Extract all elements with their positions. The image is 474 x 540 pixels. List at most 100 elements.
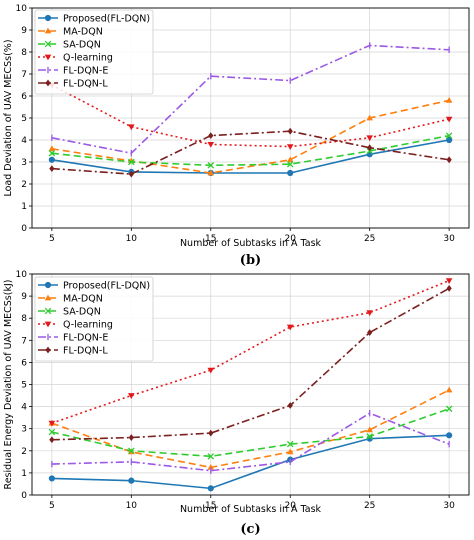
data-point (286, 156, 294, 163)
y-tick-label: 2 (21, 447, 27, 457)
subfigure-label: (b) (240, 253, 261, 268)
legend-label: FL-DQN-E (63, 66, 108, 77)
data-point (445, 386, 453, 393)
legend-label: MA-DQN (63, 27, 103, 38)
data-point (366, 310, 373, 317)
legend-marker (44, 294, 52, 301)
data-point (286, 324, 294, 331)
chart-panel-b: 0 1 2 3 4 5 6 7 8 9 10 5 10 15 20 25 30 Number of Subtask… (3, 4, 470, 268)
series-line (51, 434, 450, 490)
series-line (51, 279, 450, 424)
legend-marker (45, 79, 51, 87)
y-tick-label: 3 (21, 425, 27, 435)
data-point (128, 124, 135, 131)
y-tick-label: 9 (21, 26, 27, 36)
data-point (445, 132, 453, 139)
x-tick-label: 20 (285, 501, 297, 511)
y-tick-label: 7 (21, 70, 27, 80)
y-tick-label: 4 (21, 403, 27, 413)
legend-box (34, 276, 154, 362)
data-point (286, 160, 294, 168)
subfigure-label: (c) (240, 522, 260, 537)
legend-label: Q-learning (63, 320, 113, 331)
series-line (51, 408, 450, 458)
data-point (128, 477, 135, 484)
series-line (51, 412, 450, 472)
y-tick-label: 7 (21, 336, 27, 346)
y-tick-label: 1 (21, 202, 27, 212)
y-tick-label: 2 (21, 180, 27, 190)
y-tick-label: 5 (21, 114, 27, 124)
data-point (208, 429, 214, 437)
x-tick-label: 30 (443, 234, 455, 244)
legend-box (34, 9, 154, 95)
y-tick-label: 5 (21, 381, 27, 391)
series-line (51, 134, 450, 167)
data-point (286, 448, 294, 455)
data-point (446, 432, 453, 439)
data-point (286, 440, 294, 448)
legend-label: SA-DQN (63, 307, 101, 318)
data-point (207, 169, 215, 176)
legend-label: MA-DQN (63, 294, 103, 305)
x-tick-label: 5 (49, 501, 55, 511)
data-point (445, 116, 453, 123)
data-point (287, 169, 294, 177)
data-point (207, 453, 215, 460)
y-tick-label: 3 (21, 158, 27, 168)
series-line (51, 99, 450, 174)
y-tick-label: 6 (21, 92, 27, 102)
data-point (128, 447, 135, 455)
legend-label: Proposed(FL-DQN) (63, 281, 150, 292)
x-tick-label: 15 (205, 501, 216, 511)
series-line (51, 139, 450, 174)
data-point (207, 485, 214, 492)
data-point (48, 428, 56, 436)
data-point (446, 156, 452, 164)
series-line (51, 130, 450, 175)
x-tick-label: 15 (205, 234, 216, 244)
legend-label: FL-DQN-L (63, 79, 108, 90)
series-line (51, 287, 450, 441)
data-point (287, 402, 293, 409)
y-tick-label: 10 (16, 270, 28, 280)
y-tick-label: 6 (21, 358, 27, 368)
y-tick-label: 8 (21, 314, 27, 324)
chart-panel-c: 0 1 2 3 4 5 6 7 8 9 10 5 10 15 20 25 30 Number of Subtask… (3, 270, 470, 537)
legend-label: Proposed(FL-DQN) (63, 14, 150, 25)
legend-marker (44, 54, 52, 61)
data-point (128, 434, 134, 441)
data-point (48, 475, 55, 482)
data-point (48, 149, 56, 157)
x-tick-label: 10 (126, 234, 138, 244)
y-tick-label: 0 (21, 224, 27, 234)
data-point (49, 436, 55, 444)
data-point (208, 132, 214, 139)
x-tick-label: 20 (285, 234, 297, 244)
y-tick-label: 4 (21, 136, 27, 146)
data-point (207, 367, 215, 374)
legend-marker (44, 40, 52, 48)
legend-label: FL-DQN-E (63, 333, 108, 344)
data-point (128, 393, 135, 399)
series-line (51, 84, 450, 148)
data-point (286, 144, 294, 150)
legend-marker (45, 346, 51, 354)
y-tick-label: 1 (21, 469, 27, 479)
legend-marker (44, 321, 52, 328)
legend-label: FL-DQN-L (63, 346, 108, 357)
legend-marker (44, 14, 52, 22)
data-point (207, 162, 215, 169)
data-point (445, 97, 453, 103)
data-point (128, 170, 134, 178)
legend-marker (44, 281, 52, 289)
y-tick-label: 0 (21, 491, 27, 501)
x-tick-label: 5 (49, 234, 55, 244)
legend-label: SA-DQN (63, 40, 101, 51)
y-tick-label: 9 (21, 292, 27, 302)
legend-marker (44, 27, 52, 34)
x-tick-label: 25 (364, 501, 375, 511)
data-point (366, 433, 373, 440)
data-point (287, 127, 293, 135)
